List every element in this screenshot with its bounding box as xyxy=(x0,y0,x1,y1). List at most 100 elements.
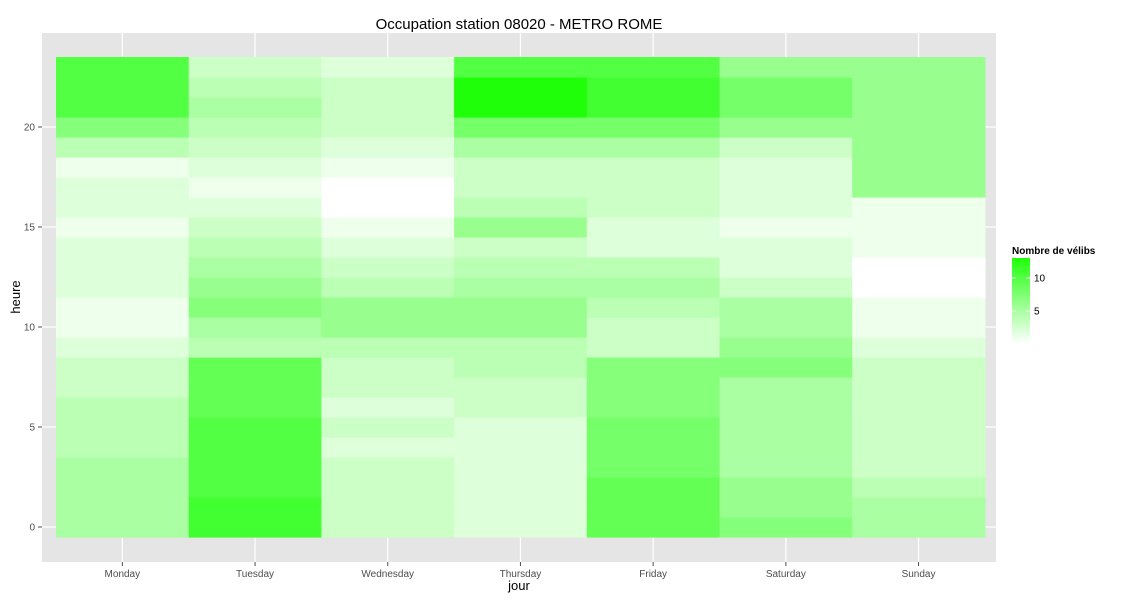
tile-wednesday-12 xyxy=(321,277,455,298)
tile-sunday-12 xyxy=(852,277,986,298)
tile-monday-4 xyxy=(56,437,190,458)
tile-friday-20 xyxy=(586,117,721,138)
tile-thursday-17 xyxy=(454,177,588,198)
tile-wednesday-8 xyxy=(321,357,455,378)
tile-sunday-13 xyxy=(852,257,986,278)
tile-friday-7 xyxy=(586,377,721,398)
tile-saturday-2 xyxy=(719,477,853,498)
tile-sunday-10 xyxy=(852,317,986,338)
tile-thursday-8 xyxy=(454,357,588,378)
tile-saturday-1 xyxy=(719,497,853,518)
tile-sunday-19 xyxy=(852,137,986,158)
tile-saturday-21 xyxy=(719,97,853,118)
tile-monday-18 xyxy=(56,157,190,178)
y-tick-label-15: 15 xyxy=(24,223,36,234)
tile-friday-6 xyxy=(586,397,721,418)
tile-friday-22 xyxy=(586,77,721,98)
tile-wednesday-1 xyxy=(321,497,455,518)
tile-saturday-5 xyxy=(719,417,853,438)
tile-sunday-16 xyxy=(852,197,986,218)
tile-thursday-18 xyxy=(454,157,588,178)
tile-saturday-4 xyxy=(719,437,853,458)
tile-friday-14 xyxy=(586,237,721,258)
tile-monday-9 xyxy=(56,337,190,358)
tile-saturday-8 xyxy=(719,357,853,378)
tile-sunday-22 xyxy=(852,77,986,98)
tile-sunday-2 xyxy=(852,477,986,498)
tile-tuesday-19 xyxy=(188,137,322,158)
tile-wednesday-3 xyxy=(321,457,455,478)
tile-saturday-0 xyxy=(719,517,853,538)
tile-tuesday-9 xyxy=(188,337,322,358)
tile-tuesday-0 xyxy=(188,517,322,538)
x-tick-label-saturday: Saturday xyxy=(766,569,806,580)
heatmap-tiles xyxy=(56,57,986,538)
tile-saturday-11 xyxy=(719,297,853,318)
tile-monday-19 xyxy=(56,137,190,158)
tile-tuesday-8 xyxy=(188,357,322,378)
tile-monday-15 xyxy=(56,217,190,238)
y-tick-label-0: 0 xyxy=(29,523,35,534)
tile-monday-12 xyxy=(56,277,190,298)
tile-monday-11 xyxy=(56,297,190,318)
tile-saturday-13 xyxy=(719,257,853,278)
tile-saturday-22 xyxy=(719,77,853,98)
tile-friday-15 xyxy=(586,217,721,238)
tile-wednesday-18 xyxy=(321,157,455,178)
tile-friday-17 xyxy=(586,177,721,198)
legend-title: Nombre de vélibs xyxy=(1012,246,1096,257)
tile-monday-16 xyxy=(56,197,190,218)
tile-tuesday-21 xyxy=(188,97,322,118)
tile-wednesday-16 xyxy=(321,197,455,218)
tile-wednesday-19 xyxy=(321,137,455,158)
tile-wednesday-13 xyxy=(321,257,455,278)
tile-friday-5 xyxy=(586,417,721,438)
tile-thursday-4 xyxy=(454,437,588,458)
tile-thursday-13 xyxy=(454,257,588,278)
legend-color-bar xyxy=(1012,258,1030,344)
tile-sunday-17 xyxy=(852,177,986,198)
tile-tuesday-11 xyxy=(188,297,322,318)
tile-thursday-22 xyxy=(454,77,588,98)
tile-wednesday-11 xyxy=(321,297,455,318)
tile-monday-3 xyxy=(56,457,190,478)
tile-sunday-1 xyxy=(852,497,986,518)
tile-friday-11 xyxy=(586,297,721,318)
y-tick-label-10: 10 xyxy=(24,323,36,334)
tile-tuesday-4 xyxy=(188,437,322,458)
tile-tuesday-13 xyxy=(188,257,322,278)
tile-saturday-16 xyxy=(719,197,853,218)
tile-thursday-19 xyxy=(454,137,588,158)
tile-sunday-15 xyxy=(852,217,986,238)
tile-monday-21 xyxy=(56,97,190,118)
tile-monday-6 xyxy=(56,397,190,418)
tile-tuesday-10 xyxy=(188,317,322,338)
x-axis-title: jour xyxy=(507,578,530,593)
tile-saturday-9 xyxy=(719,337,853,358)
tile-saturday-6 xyxy=(719,397,853,418)
tile-thursday-23 xyxy=(454,57,588,78)
tile-sunday-11 xyxy=(852,297,986,318)
tile-thursday-10 xyxy=(454,317,588,338)
tile-tuesday-5 xyxy=(188,417,322,438)
tile-monday-22 xyxy=(56,77,190,98)
tile-wednesday-21 xyxy=(321,97,455,118)
tile-wednesday-0 xyxy=(321,517,455,538)
tile-saturday-23 xyxy=(719,57,853,78)
legend-label-10: 10 xyxy=(1034,273,1046,284)
legend-label-5: 5 xyxy=(1034,306,1040,317)
tile-sunday-7 xyxy=(852,377,986,398)
tile-saturday-10 xyxy=(719,317,853,338)
y-axis-title: heure xyxy=(8,280,23,313)
legend-ticks: 5 10 xyxy=(1012,273,1046,317)
tile-monday-17 xyxy=(56,177,190,198)
tile-thursday-6 xyxy=(454,397,588,418)
tile-saturday-17 xyxy=(719,177,853,198)
tile-monday-23 xyxy=(56,57,190,78)
tile-tuesday-6 xyxy=(188,397,322,418)
x-tick-label-sunday: Sunday xyxy=(902,569,936,580)
tile-friday-16 xyxy=(586,197,721,218)
tile-friday-13 xyxy=(586,257,721,278)
tile-wednesday-9 xyxy=(321,337,455,358)
